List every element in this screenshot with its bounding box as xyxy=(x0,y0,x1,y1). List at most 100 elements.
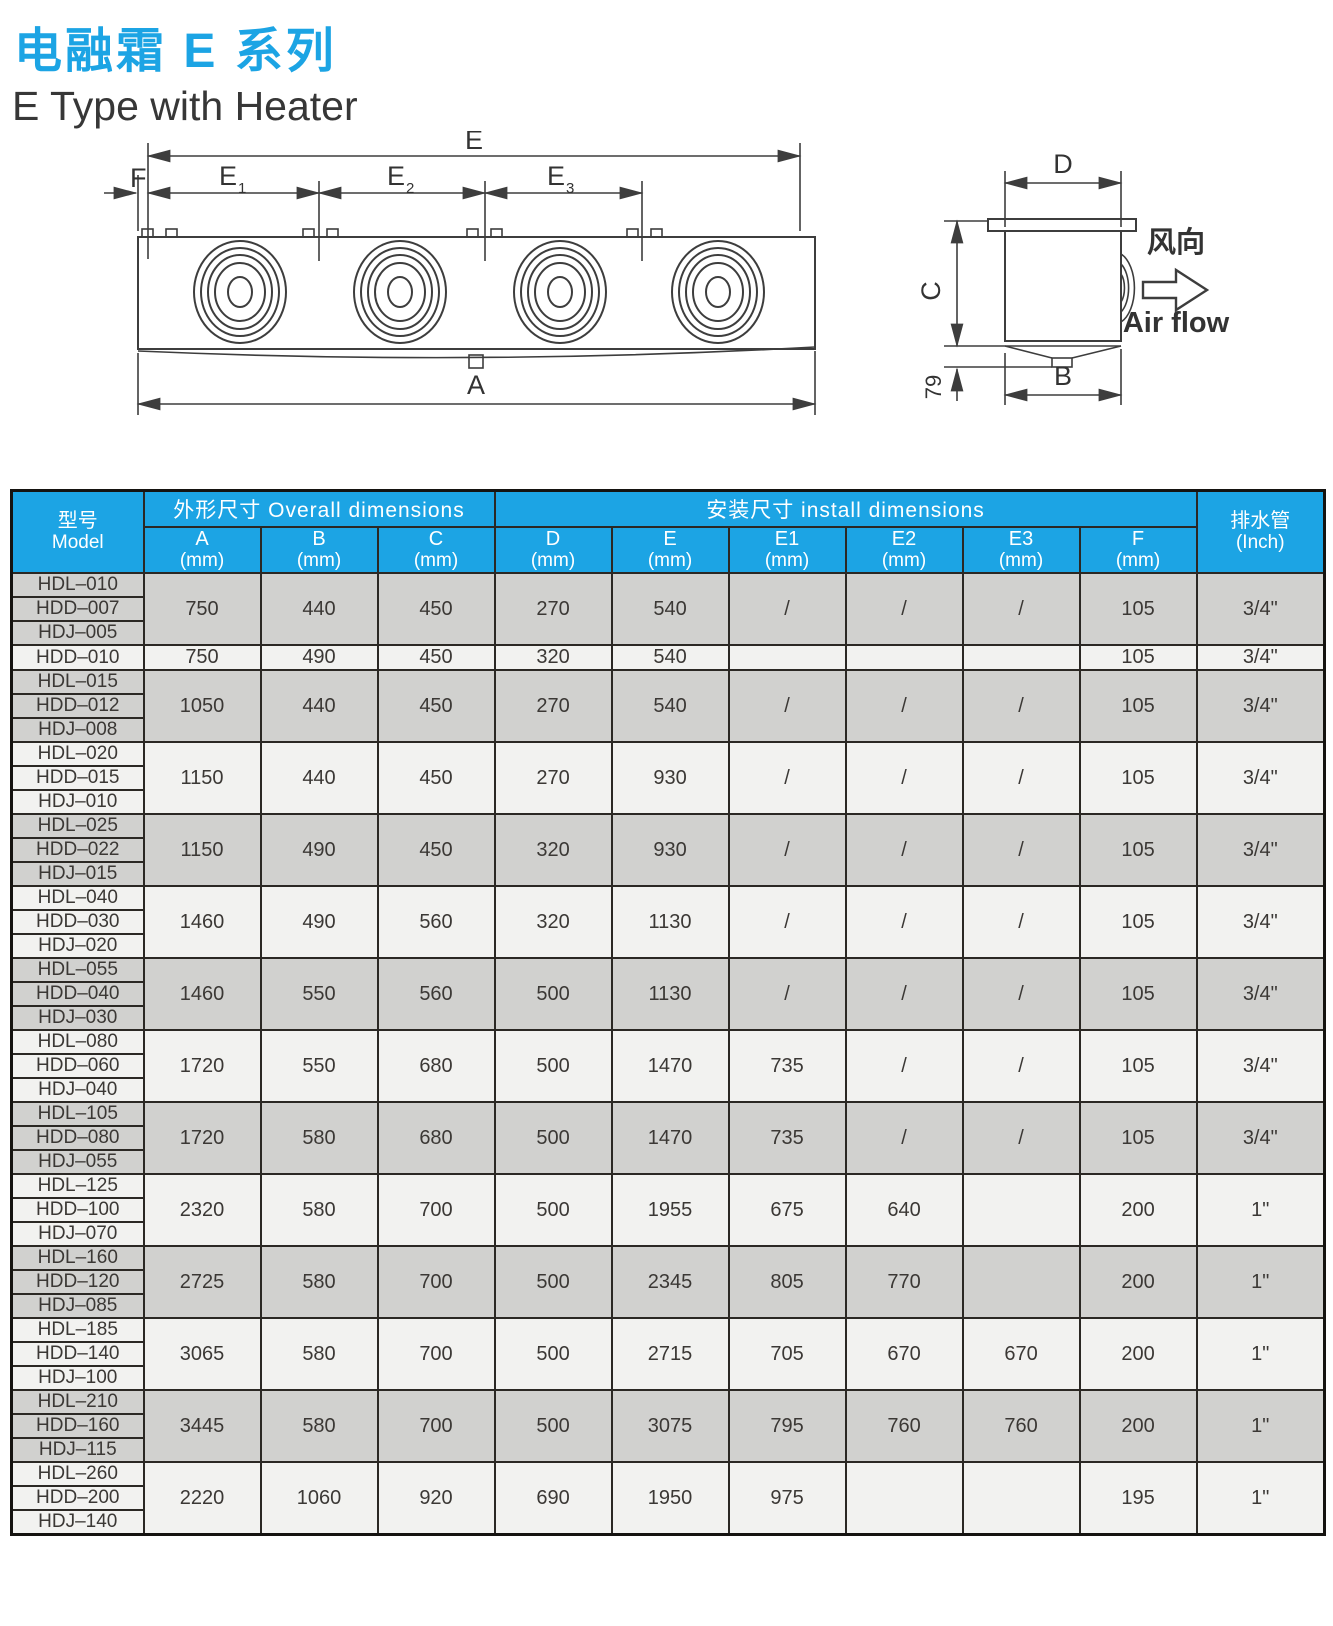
model-cell: HDL–185 xyxy=(10,1317,145,1344)
model-cell: HDD–007 xyxy=(10,596,145,623)
header-col-f: F (mm) xyxy=(1078,526,1198,575)
dim-label-e3: E xyxy=(547,161,565,191)
dimension-value-cell: 705 xyxy=(727,1317,847,1392)
dimension-value-cell: 2725 xyxy=(142,1245,262,1320)
dimension-value-cell: / xyxy=(961,813,1081,888)
table-row: HDL–055 1460 550 560 500 1130///105 3/4" xyxy=(10,957,1326,1032)
dimension-value-cell: 930 xyxy=(610,741,730,816)
fan-rings xyxy=(193,239,765,344)
dimension-value-cell: 1150 xyxy=(142,813,262,888)
dimension-value-cell xyxy=(727,644,847,672)
table-row: HDL–010 750 440 450 270 540///105 3/4" xyxy=(10,572,1326,647)
dimension-value-cell: / xyxy=(727,813,847,888)
dimension-value-cell: 200 xyxy=(1078,1245,1198,1320)
dimension-value-cell: 670 xyxy=(961,1317,1081,1392)
fan-grill xyxy=(1120,253,1136,323)
header-drain-en: (Inch) xyxy=(1235,531,1285,553)
header-model-en: Model xyxy=(51,531,104,553)
dimension-value-cell: 500 xyxy=(493,1389,613,1464)
table-row: HDJ–115 xyxy=(10,1437,1325,1464)
table-row: HDJ–005 xyxy=(10,620,1325,647)
dimension-value-cell: 760 xyxy=(961,1389,1081,1464)
table-row: HDL–080 1720 550 680 500 1470 735//105 3/4" xyxy=(10,1029,1326,1104)
table-row: HDJ–008 xyxy=(10,717,1325,744)
table-row: HDD–060 xyxy=(10,1053,1325,1080)
dimension-value-cell: 320 xyxy=(493,813,613,888)
dimension-value-cell: 670 xyxy=(844,1317,964,1392)
airflow-arrow-icon xyxy=(1141,267,1210,313)
dim-label-e3-sub: 3 xyxy=(566,180,574,197)
model-cell: HDL–025 xyxy=(10,813,145,840)
dimension-value-cell: 640 xyxy=(844,1173,964,1248)
table-row: HDD–160 xyxy=(10,1413,1325,1440)
table-row: HDD–012 xyxy=(10,693,1325,720)
table-row: HDD–022 xyxy=(10,837,1325,864)
dimension-value-cell: 450 xyxy=(376,644,496,672)
dimension-value-cell: 2220 xyxy=(142,1461,262,1536)
table-row: HDD–140 xyxy=(10,1341,1325,1368)
dimension-value-cell: 700 xyxy=(376,1245,496,1320)
dimension-value-cell: 105 xyxy=(1078,1029,1198,1104)
table-row: HDL–160 2725 580 700 500 2345 805 770 200 1" xyxy=(10,1245,1326,1320)
dimension-value-cell: / xyxy=(844,669,964,744)
dimension-value-cell: 195 xyxy=(1078,1461,1198,1536)
model-cell: HDL–010 xyxy=(10,572,145,599)
page-title-chinese: 电融霜 E 系列 xyxy=(14,25,337,78)
model-cell: HDJ–055 xyxy=(10,1149,145,1176)
dimension-value-cell: 540 xyxy=(610,644,730,672)
header-model: 型号 Model xyxy=(10,489,145,575)
dimension-diagram: E E 1 E 2 E 3 F A xyxy=(104,131,1230,415)
model-cell: HDD–080 xyxy=(10,1125,145,1152)
dimension-value-cell: 540 xyxy=(610,669,730,744)
dimension-value-cell: 1130 xyxy=(610,957,730,1032)
dimension-value-cell: 680 xyxy=(376,1029,496,1104)
dimension-value-cell xyxy=(961,1461,1081,1536)
dimension-value-cell: 580 xyxy=(259,1173,379,1248)
dimension-value-cell: 735 xyxy=(727,1101,847,1176)
model-cell: HDJ–100 xyxy=(10,1365,145,1392)
dimension-value-cell: 105 xyxy=(1078,644,1198,672)
drain-size-cell: 3/4" xyxy=(1195,813,1326,888)
dimension-value-cell: 270 xyxy=(493,572,613,647)
table-row: HDD–120 xyxy=(10,1269,1325,1296)
dimension-value-cell: / xyxy=(844,885,964,960)
table-row: HDD–030 xyxy=(10,909,1325,936)
dimension-value-cell: 700 xyxy=(376,1389,496,1464)
header-model-zh: 型号 xyxy=(57,510,98,533)
spec-table: 型号 Model 外形尺寸 Overall dimensions 安装尺寸 in… xyxy=(10,488,1327,1537)
dimension-value-cell: 920 xyxy=(376,1461,496,1536)
model-cell: HDJ–020 xyxy=(10,933,145,960)
table-row: HDD–010 750 490 450 320 540 105 3/4" xyxy=(10,644,1326,672)
dimension-value-cell: / xyxy=(961,957,1081,1032)
dimension-value-cell: 3065 xyxy=(142,1317,262,1392)
dim-label-f: F xyxy=(130,163,147,193)
spec-table-body: HDL–010 750 440 450 270 540///105 3/4" HDD–007 H… xyxy=(10,572,1326,1536)
model-cell: HDL–160 xyxy=(10,1245,145,1272)
table-row: HDJ–140 xyxy=(10,1509,1325,1536)
dimension-value-cell: 200 xyxy=(1078,1317,1198,1392)
dimension-value-cell: 1470 xyxy=(610,1029,730,1104)
table-row: HDD–080 xyxy=(10,1125,1325,1152)
model-cell: HDD–030 xyxy=(10,909,145,936)
dimension-value-cell: 1955 xyxy=(610,1173,730,1248)
header-install-dimensions: 安装尺寸 install dimensions xyxy=(493,489,1198,529)
dimension-value-cell: 770 xyxy=(844,1245,964,1320)
table-row: HDD–015 xyxy=(10,765,1325,792)
dimension-value-cell: / xyxy=(961,572,1081,647)
page-title-english: E Type with Heater xyxy=(12,82,358,129)
dimension-value-cell: 1720 xyxy=(142,1101,262,1176)
model-cell: HDJ–005 xyxy=(10,620,145,647)
model-cell: HDJ–030 xyxy=(10,1005,145,1032)
dimension-value-cell: / xyxy=(727,669,847,744)
dimension-value-cell: / xyxy=(961,885,1081,960)
model-cell: HDD–010 xyxy=(10,644,145,672)
table-row: HDJ–055 xyxy=(10,1149,1325,1176)
model-cell: HDD–120 xyxy=(10,1269,145,1296)
dimension-value-cell: 500 xyxy=(493,957,613,1032)
table-row: HDL–025 1150 490 450 320 930///105 3/4" xyxy=(10,813,1326,888)
header-col-e: E (mm) xyxy=(610,526,730,575)
drain-size-cell: 1" xyxy=(1195,1245,1326,1320)
dimension-value-cell: 560 xyxy=(376,957,496,1032)
dimension-value-cell: 550 xyxy=(259,957,379,1032)
dimension-value-cell: 760 xyxy=(844,1389,964,1464)
